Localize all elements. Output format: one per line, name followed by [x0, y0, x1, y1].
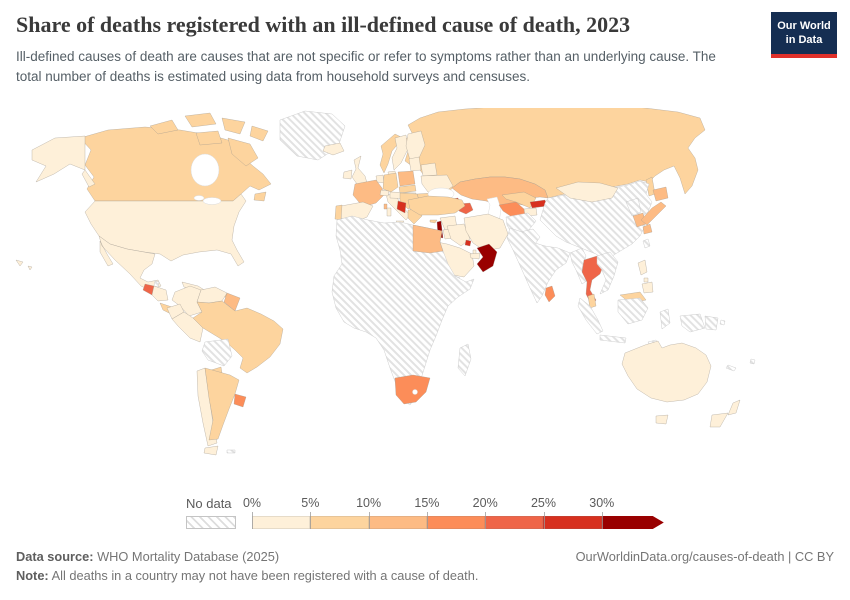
country-czech-slovakia[interactable] — [398, 184, 417, 194]
owid-logo: Our World in Data — [771, 12, 837, 58]
legend-tick-labels: 0% 5% 10% 15% 20% 25% 30% — [243, 496, 672, 512]
country-japan[interactable] — [640, 186, 669, 235]
country-albania-montenegro[interactable] — [396, 200, 407, 214]
owid-logo-line1: Our World — [777, 20, 831, 32]
country-united-kingdom[interactable] — [351, 155, 368, 185]
country-sri-lanka[interactable] — [544, 285, 556, 303]
country-china[interactable] — [539, 180, 653, 259]
legend-tick-label: 30% — [589, 496, 615, 510]
country-sweden[interactable] — [391, 134, 409, 171]
legend-segment[interactable] — [485, 516, 544, 529]
legend-no-data-label: No data — [186, 496, 232, 511]
legend-segment[interactable] — [368, 516, 427, 529]
country-australia[interactable] — [621, 340, 712, 425]
note-value: All deaths in a country may not have bee… — [51, 568, 479, 583]
data-source-line: Data source: WHO Mortality Database (202… — [16, 547, 279, 566]
country-canada-arctic[interactable] — [149, 112, 269, 202]
country-oman[interactable] — [476, 243, 498, 273]
legend-segment[interactable] — [543, 516, 602, 529]
country-papua-new-guinea[interactable] — [704, 315, 726, 331]
legend-tick — [543, 512, 545, 529]
legend-tick-label: 15% — [414, 496, 440, 510]
legend-tick-label: 5% — [301, 496, 320, 510]
hudson-bay — [190, 153, 220, 187]
legend-tick — [426, 512, 428, 529]
legend-tick — [368, 512, 370, 529]
country-belize[interactable] — [153, 280, 160, 288]
country-peru[interactable] — [171, 311, 204, 343]
country-south-africa[interactable] — [394, 374, 431, 405]
data-source-label: Data source: — [16, 549, 94, 564]
country-india[interactable] — [506, 227, 571, 304]
map-legend: No data 0% 5% 10% 15% 20% 25% 30% — [186, 496, 686, 536]
country-poland[interactable] — [397, 170, 416, 187]
country-falkland-islands[interactable] — [226, 449, 236, 454]
country-mexico[interactable] — [98, 235, 162, 291]
note-line: Note: All deaths in a country may not ha… — [16, 566, 834, 585]
country-egypt[interactable] — [412, 224, 444, 254]
country-usa[interactable] — [84, 193, 247, 267]
country-taiwan[interactable] — [642, 238, 651, 249]
data-source-value: WHO Mortality Database (2025) — [97, 549, 280, 564]
country-uzbekistan[interactable] — [501, 191, 537, 209]
country-indonesia[interactable] — [577, 297, 706, 344]
country-germany[interactable] — [382, 172, 399, 193]
country-portugal[interactable] — [334, 204, 343, 221]
chart-subtitle: Ill-defined causes of death are causes t… — [16, 49, 716, 84]
country-fiji[interactable] — [749, 358, 756, 365]
attribution-link[interactable]: OurWorldinData.org/causes-of-death | CC … — [575, 549, 834, 564]
country-uae[interactable] — [469, 252, 481, 260]
lesotho — [412, 389, 418, 395]
legend-segment[interactable] — [426, 516, 486, 529]
country-uruguay[interactable] — [233, 393, 247, 408]
country-alaska[interactable] — [31, 135, 96, 188]
country-kuwait[interactable] — [464, 239, 472, 247]
country-belarus[interactable] — [420, 162, 438, 177]
page-title: Share of deaths registered with an ill-d… — [16, 12, 631, 37]
country-new-caledonia[interactable] — [725, 364, 737, 372]
legend-segment[interactable] — [252, 516, 311, 529]
note-label: Note: — [16, 568, 49, 583]
country-new-zealand[interactable] — [709, 399, 741, 428]
legend-no-data-swatch[interactable] — [186, 516, 236, 529]
legend-color-scale — [252, 512, 664, 529]
legend-tick — [485, 512, 487, 529]
world-map — [15, 108, 756, 456]
legend-tick-label: 25% — [530, 496, 557, 510]
country-iran[interactable] — [463, 213, 509, 252]
country-honduras-nicaragua[interactable] — [151, 285, 169, 302]
country-ireland[interactable] — [342, 169, 353, 180]
legend-tick — [252, 512, 253, 529]
country-madagascar[interactable] — [457, 343, 472, 377]
country-baltics[interactable] — [408, 156, 422, 172]
legend-segment[interactable] — [602, 516, 664, 529]
country-switzerland[interactable] — [379, 189, 390, 197]
owid-logo-line2: in Data — [785, 34, 823, 47]
country-hawaii[interactable] — [15, 259, 33, 271]
legend-tick — [310, 512, 312, 529]
country-philippines[interactable] — [637, 259, 654, 294]
great-lakes-west — [193, 195, 205, 201]
country-cyprus[interactable] — [429, 219, 438, 224]
country-turkey[interactable] — [407, 195, 466, 216]
country-bolivia[interactable] — [201, 338, 233, 367]
great-lakes — [202, 197, 222, 205]
legend-tick-label: 20% — [472, 496, 498, 510]
country-mongolia[interactable] — [555, 181, 619, 203]
legend-segment[interactable] — [310, 516, 369, 529]
country-north-korea[interactable] — [625, 197, 642, 217]
country-indochina[interactable] — [596, 251, 619, 295]
country-brazil[interactable] — [192, 300, 284, 374]
legend-tick-label: 10% — [356, 496, 382, 510]
country-argentina[interactable] — [204, 367, 240, 441]
legend-tick-label: 0% — [242, 496, 262, 510]
chart-footer: Data source: WHO Mortality Database (202… — [16, 547, 834, 585]
country-canada[interactable] — [79, 126, 272, 202]
legend-tick — [601, 512, 603, 529]
country-iceland[interactable] — [322, 142, 345, 156]
